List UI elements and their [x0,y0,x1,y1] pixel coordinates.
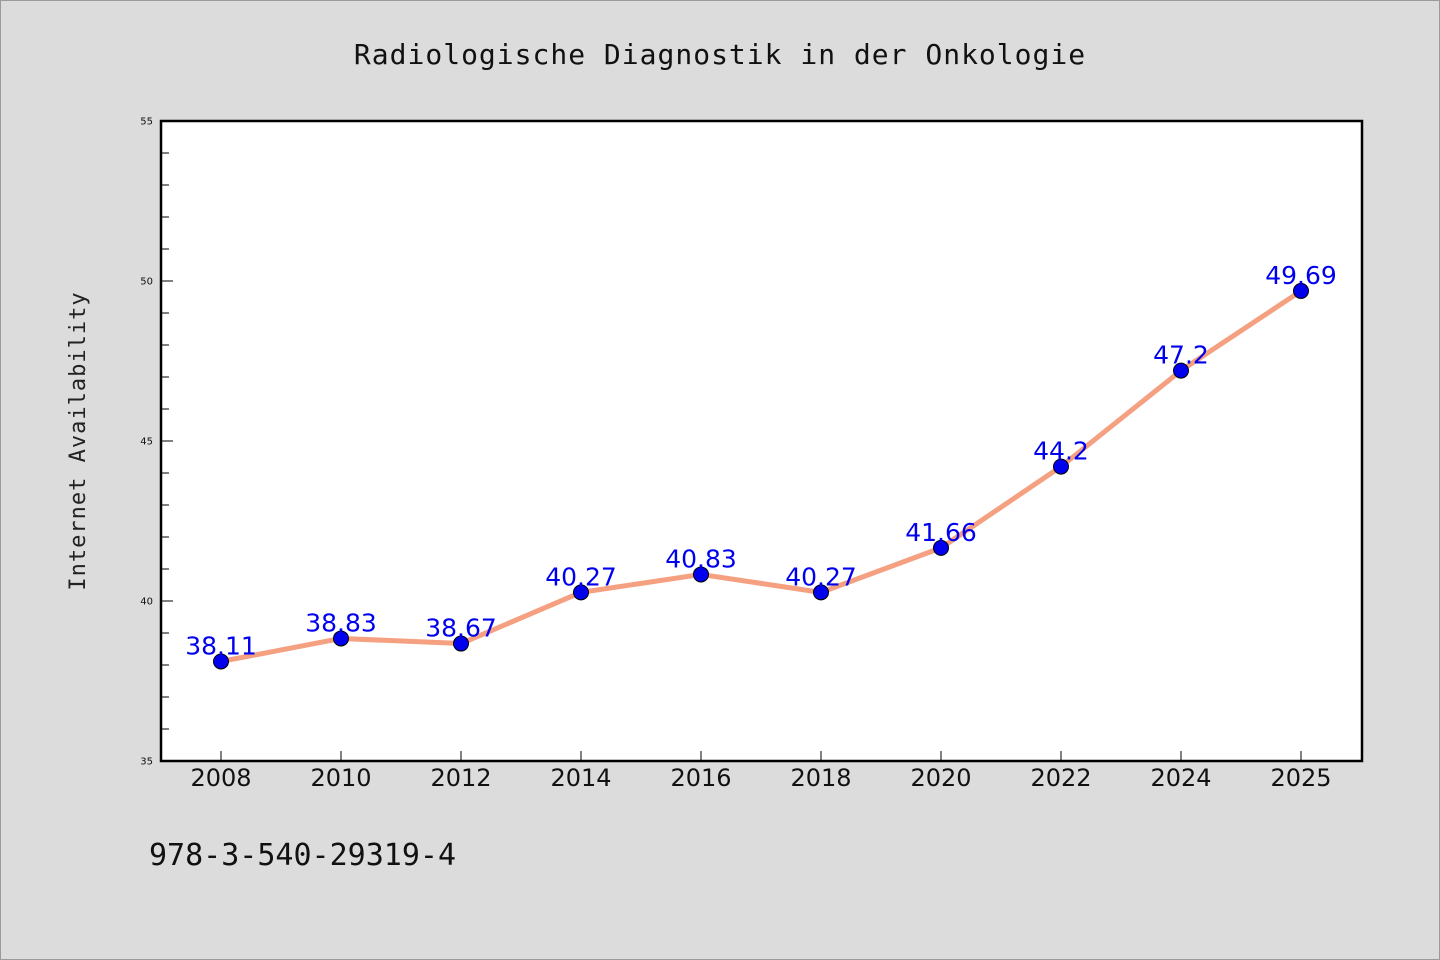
x-tick-label: 2024 [1150,764,1211,792]
x-tick-label: 2018 [790,764,851,792]
data-point-label: 40.27 [545,562,617,591]
data-point-label: 47.2 [1153,341,1209,370]
y-tick-label: 55 [140,117,153,128]
series-markers [213,282,1309,670]
x-tick-label: 2012 [430,764,491,792]
x-tick-label: 2016 [670,764,731,792]
data-point-label: 49.69 [1265,261,1337,290]
data-point-marker [453,635,469,652]
data-point-marker [1173,362,1189,379]
y-tick-label: 40 [140,597,153,608]
x-tick-label: 2014 [550,764,611,792]
data-point-label: 38.67 [425,614,497,643]
x-axis-ticks: 2008 2010 2012 2014 2016 2018 2020 2022 2024 2025 [190,751,1332,792]
x-tick-label: 2008 [190,764,251,792]
isbn-code: 978-3-540-29319-4 [149,838,456,873]
y-tick-label: 50 [140,277,153,288]
data-labels: 38.11 38.83 38.67 40.27 40.83 40.27 41.66 44.2 4… [185,261,1337,661]
data-point-label: 41.66 [905,518,977,547]
data-point-label: 40.83 [665,544,737,573]
data-point-marker [813,584,829,601]
data-point-label: 40.27 [785,562,857,591]
y-axis-ticks: 35 40 45 50 55 [140,117,173,768]
data-point-marker [1053,458,1069,475]
data-point-marker [213,653,229,670]
data-point-marker [1293,282,1309,299]
series-line [218,288,1304,664]
data-point-marker [333,630,349,647]
x-tick-label: 2010 [310,764,371,792]
chart-title: Radiologische Diagnostik in der Onkologi… [354,38,1086,71]
x-tick-label: 2022 [1030,764,1091,792]
y-tick-label: 45 [140,437,153,448]
y-tick-label: 35 [140,757,153,768]
x-tick-label: 2025 [1270,764,1331,792]
data-point-label: 38.11 [185,631,257,660]
data-point-label: 44.2 [1033,437,1089,466]
data-point-label: 38.83 [305,608,377,637]
series-line-group [218,288,1304,664]
data-point-marker [573,584,589,601]
x-tick-label: 2020 [910,764,971,792]
data-point-marker [933,539,949,556]
y-axis-label: Internet Availability [66,291,91,590]
plot-area [159,119,1364,763]
data-point-marker [693,566,709,583]
